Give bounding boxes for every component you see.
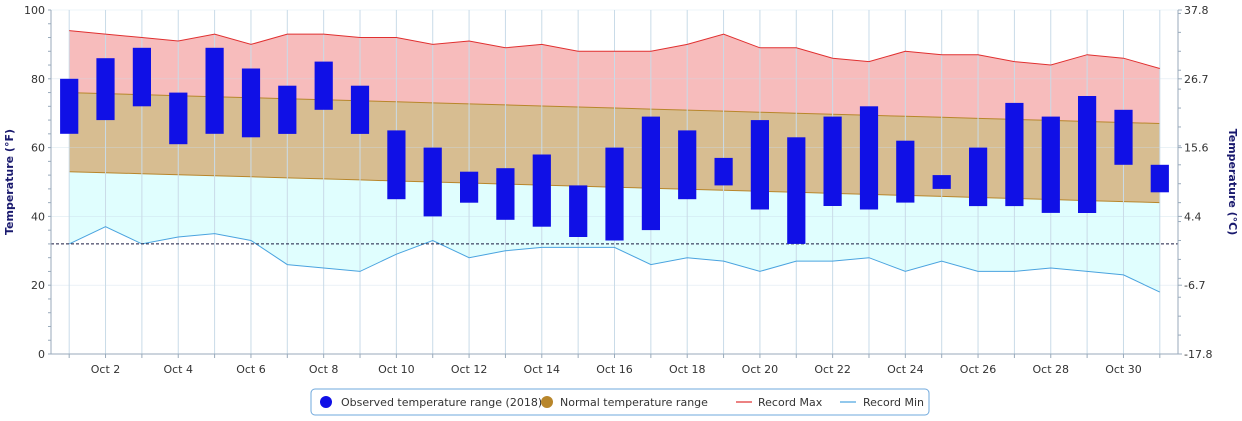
y2-tick-label: 4.4: [1184, 210, 1202, 223]
x-tick-label: Oct 20: [742, 363, 779, 376]
observed-bar: [496, 168, 515, 220]
legend-item-observed[interactable]: Observed temperature range (2018): [320, 396, 542, 409]
observed-bars: [60, 47, 1169, 244]
legend-normal-marker: [541, 396, 553, 408]
legend-observed-label: Observed temperature range (2018): [341, 396, 542, 409]
x-tick-label: Oct 14: [524, 363, 561, 376]
x-tick-label: Oct 24: [887, 363, 924, 376]
y2-tick-label: -17.8: [1184, 348, 1212, 361]
observed-bar: [678, 130, 697, 200]
observed-bar: [969, 147, 988, 207]
y2-tick-label: 26.7: [1184, 73, 1209, 86]
x-tick-label: Oct 4: [163, 363, 193, 376]
observed-bar: [641, 116, 660, 231]
observed-bar: [714, 157, 733, 186]
observed-bar: [787, 137, 806, 244]
x-tick-label: Oct 8: [309, 363, 339, 376]
legend-observed-marker: [320, 396, 332, 408]
observed-bar: [569, 185, 588, 237]
observed-bar: [1041, 116, 1060, 213]
observed-bar: [932, 175, 951, 189]
x-tick-label: Oct 26: [960, 363, 997, 376]
legend-item-record-min[interactable]: Record Min: [840, 396, 924, 409]
legend-item-normal[interactable]: Normal temperature range: [541, 396, 708, 409]
observed-bar: [823, 116, 842, 206]
y-axis-title-right: Temperature (°C): [1226, 129, 1239, 236]
legend-record-max-label: Record Max: [758, 396, 823, 409]
observed-bar: [896, 140, 915, 203]
observed-bar: [96, 58, 115, 121]
y-tick-label: 40: [31, 210, 45, 223]
y-tick-label: 0: [38, 348, 45, 361]
legend-normal-label: Normal temperature range: [560, 396, 708, 409]
x-tick-label: Oct 16: [596, 363, 633, 376]
legend-item-record-max[interactable]: Record Max: [736, 396, 823, 409]
legend-box: [310, 388, 930, 416]
observed-bar: [460, 171, 479, 203]
x-tick-label: Oct 2: [91, 363, 121, 376]
observed-bar: [859, 106, 879, 210]
y-axis-title-left: Temperature (°F): [3, 129, 16, 235]
x-tick-label: Oct 6: [236, 363, 266, 376]
observed-bar: [1078, 96, 1097, 213]
observed-bar: [605, 147, 624, 241]
observed-bar: [278, 85, 297, 134]
y2-tick-label: -6.7: [1184, 279, 1205, 292]
y-tick-label: 100: [24, 4, 45, 17]
y2-tick-label: 15.6: [1184, 142, 1209, 155]
observed-bar: [314, 61, 333, 110]
y-tick-label: 60: [31, 142, 45, 155]
observed-bar: [60, 78, 79, 134]
x-tick-label: Oct 22: [814, 363, 851, 376]
observed-bar: [205, 47, 224, 134]
legend: Observed temperature range (2018) Normal…: [310, 388, 930, 416]
x-tick-label: Oct 28: [1033, 363, 1070, 376]
x-tick-label: Oct 12: [451, 363, 488, 376]
observed-bar: [169, 92, 188, 145]
observed-bar: [750, 120, 769, 210]
x-tick-label: Oct 30: [1105, 363, 1142, 376]
observed-bar: [241, 68, 261, 138]
y2-tick-label: 37.8: [1184, 4, 1209, 17]
observed-bar: [387, 130, 406, 200]
record-max-line: [69, 30, 1160, 69]
observed-bar: [132, 47, 151, 107]
y-tick-label: 80: [31, 73, 45, 86]
observed-bar: [423, 147, 442, 217]
observed-bar: [350, 85, 370, 134]
axes: 0 20 40 60 80 100 -17.8 -6.7 4.4 15.6 26.7 37.8 Oct …: [24, 4, 1212, 376]
observed-bar: [1150, 164, 1169, 193]
observed-bar: [1114, 109, 1133, 165]
observed-bar: [1005, 102, 1024, 207]
record-lines: [68, 30, 1161, 293]
observed-bar: [532, 154, 551, 227]
legend-record-min-label: Record Min: [863, 396, 924, 409]
y-tick-label: 20: [31, 279, 45, 292]
x-tick-label: Oct 10: [378, 363, 415, 376]
x-tick-label: Oct 18: [669, 363, 706, 376]
record-min-line: [68, 226, 1161, 293]
